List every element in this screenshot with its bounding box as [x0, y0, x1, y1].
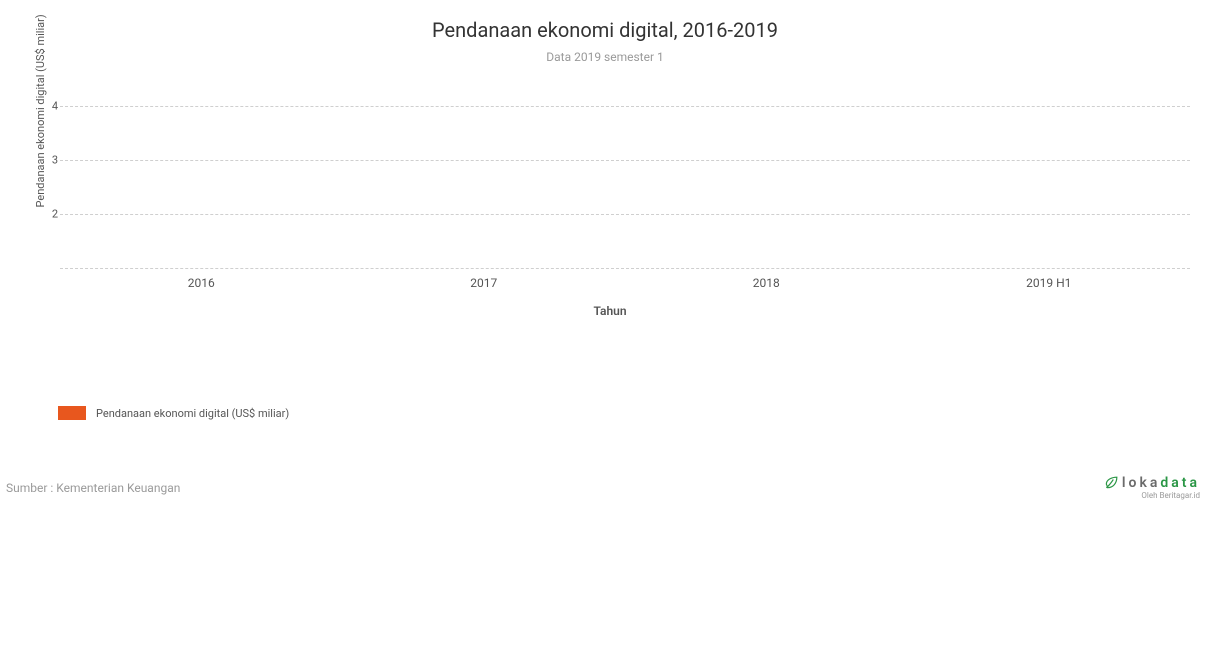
- x-tick-label: 2017: [343, 276, 626, 290]
- y-tick-label: 3: [40, 154, 58, 167]
- brand-word1: loka: [1122, 475, 1160, 491]
- x-tick-label: 2016: [60, 276, 343, 290]
- leaf-icon: [1104, 476, 1118, 490]
- legend-swatch: [58, 406, 86, 420]
- x-tick-label: 2019 H1: [908, 276, 1191, 290]
- legend: Pendanaan ekonomi digital (US$ miliar): [58, 406, 289, 420]
- footer: Sumber : Kementerian Keuangan lokadata O…: [6, 476, 1200, 500]
- y-tick-label: 2: [40, 208, 58, 221]
- source-text: Sumber : Kementerian Keuangan: [6, 481, 180, 495]
- brand-name: lokadata: [1122, 476, 1200, 490]
- grid-line: [60, 268, 1190, 269]
- brand-subtext: Oleh Beritagar.id: [1141, 492, 1200, 500]
- plot-area: 234: [60, 106, 1190, 268]
- legend-label: Pendanaan ekonomi digital (US$ miliar): [96, 407, 289, 420]
- chart-area: Pendanaan ekonomi digital (US$ miliar) 2…: [30, 106, 1190, 296]
- brand-word2: data: [1160, 475, 1200, 491]
- y-tick-label: 4: [40, 100, 58, 113]
- bars-container: [60, 106, 1190, 268]
- chart-title: Pendanaan ekonomi digital, 2016-2019: [0, 18, 1210, 42]
- grid-line: [60, 106, 1190, 107]
- grid-line: [60, 160, 1190, 161]
- x-axis-labels: 2016 2017 2018 2019 H1: [60, 276, 1190, 290]
- chart-subtitle: Data 2019 semester 1: [0, 50, 1210, 64]
- x-axis-label: Tahun: [30, 304, 1190, 318]
- grid-line: [60, 214, 1190, 215]
- x-tick-label: 2018: [625, 276, 908, 290]
- brand-logo: lokadata Oleh Beritagar.id: [1104, 476, 1200, 500]
